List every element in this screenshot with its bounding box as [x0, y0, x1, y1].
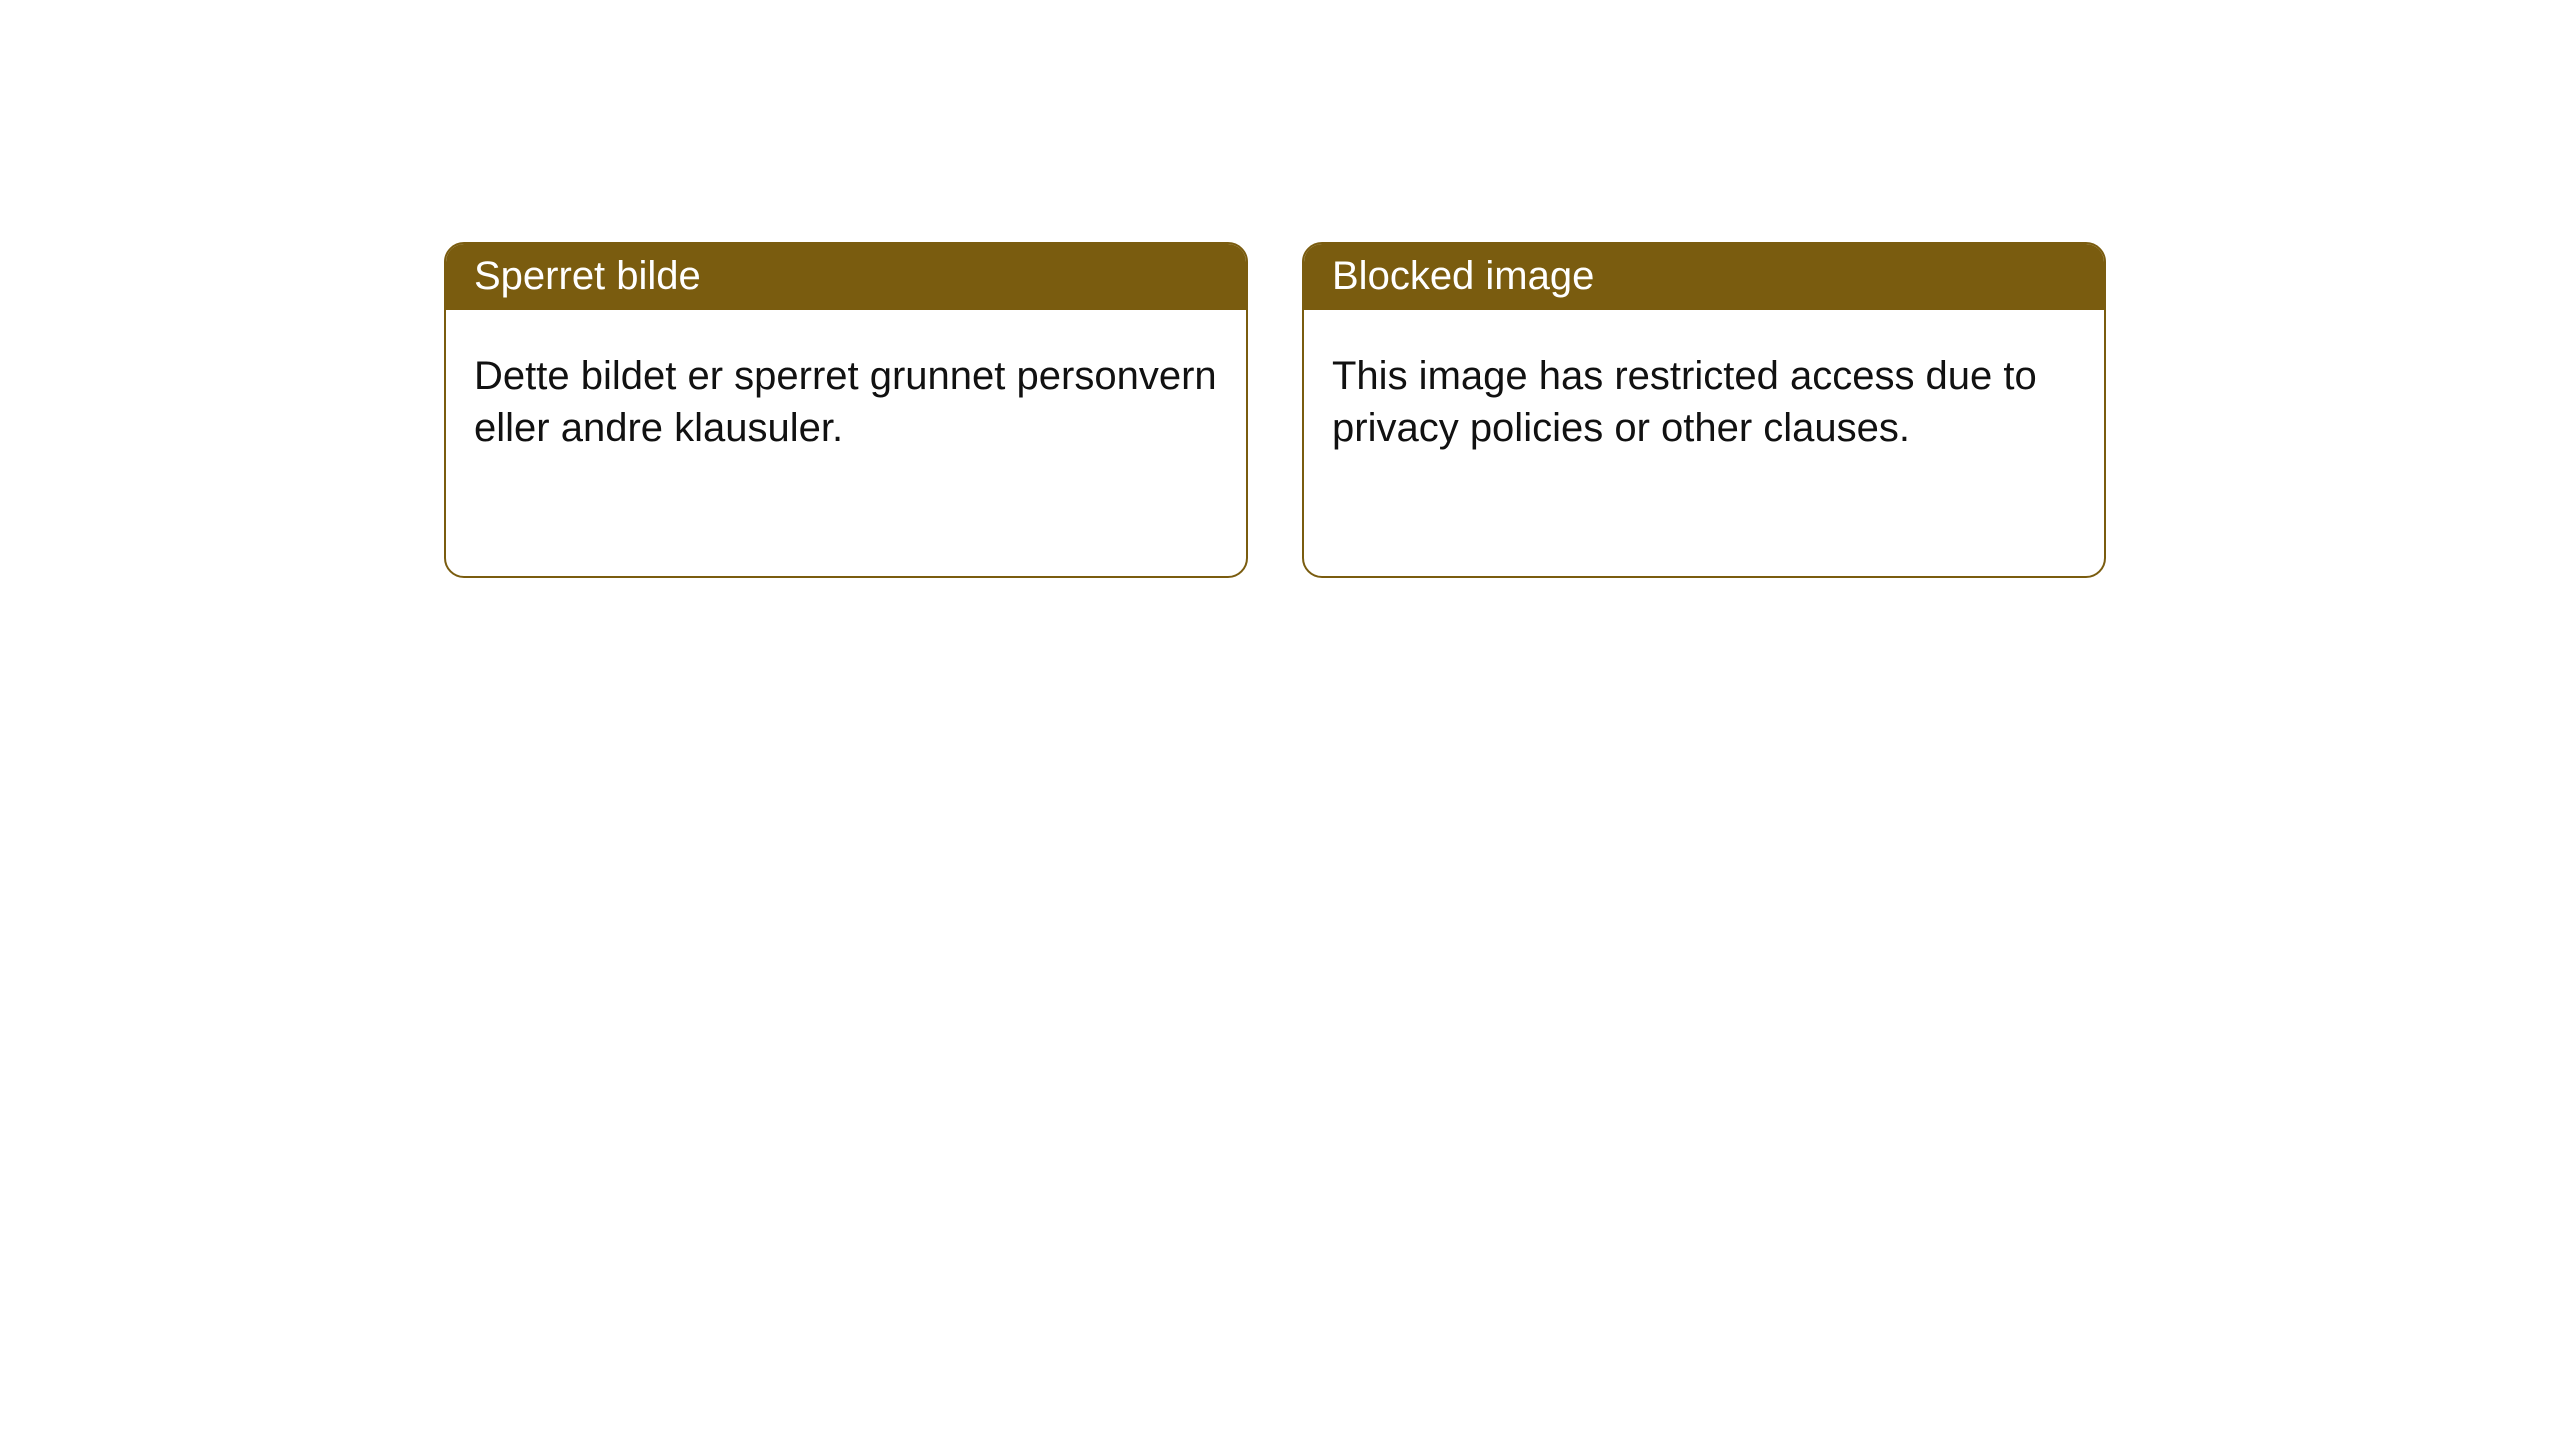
card-title-no: Sperret bilde: [446, 244, 1246, 310]
blocked-image-card-en: Blocked image This image has restricted …: [1302, 242, 2106, 578]
card-message-no: Dette bildet er sperret grunnet personve…: [446, 310, 1246, 474]
notice-container: Sperret bilde Dette bildet er sperret gr…: [0, 0, 2560, 578]
card-message-en: This image has restricted access due to …: [1304, 310, 2104, 474]
card-title-en: Blocked image: [1304, 244, 2104, 310]
blocked-image-card-no: Sperret bilde Dette bildet er sperret gr…: [444, 242, 1248, 578]
